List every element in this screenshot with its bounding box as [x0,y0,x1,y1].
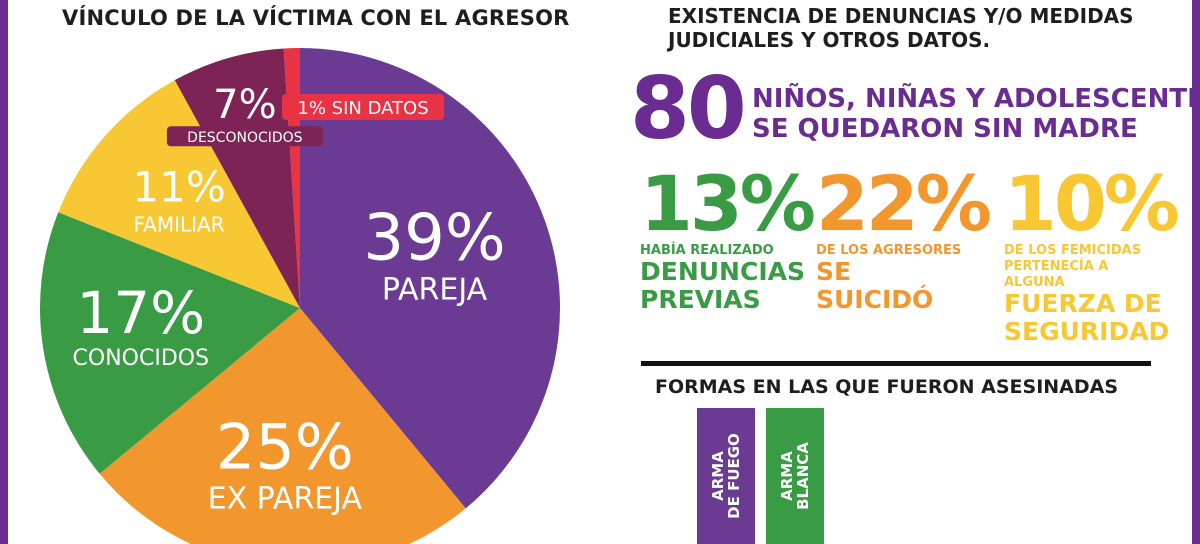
weapon-label: ARMA BLANCA [778,411,812,541]
pie-percent-label: 7% [213,82,276,128]
pie-category-label: PAREJA [382,273,488,308]
stat-percent: 10% [1004,159,1180,248]
pie-label-pill [166,126,323,147]
stat-caption: ALGUNA [1004,275,1065,290]
stat-suicidio: 22% DE LOS AGRESORES SE SUICIDÓ [816,159,992,314]
right-border [1192,0,1200,544]
sin-datos-pill [282,94,444,120]
pie-title: VÍNCULO DE LA VÍCTIMA CON EL AGRESOR [62,6,570,30]
stat-percent: 22% [816,159,992,248]
pie-slice-familiar [58,80,300,308]
pie-slice-desconocidos [174,48,300,308]
stat-emphasis: SEGURIDAD [1004,317,1170,346]
sin-datos-label: 1% SIN DATOS [297,98,428,119]
pie-slice-ex-pareja [99,308,466,544]
pie-category-label: DESCONOCIDOS [187,130,303,146]
weapon-label-line: BLANCA [794,442,812,510]
pie-category-label: CONOCIDOS [73,346,210,371]
weapon-label: ARMA DE FUEGO [709,411,743,541]
stat-caption: PERTENECÍA A [1004,259,1109,274]
stat-emphasis: SUICIDÓ [816,285,934,314]
stat-percent: 13% [640,159,816,248]
pie-category-label: FAMILIAR [134,212,225,236]
section-divider [641,361,1151,366]
stat-caption: DE LOS AGRESORES [816,243,962,258]
existence-title: EXISTENCIA DE DENUNCIAS Y/O MEDIDAS JUDI… [668,4,1134,52]
existence-title-line: EXISTENCIA DE DENUNCIAS Y/O MEDIDAS [668,4,1134,28]
weapon-label-line: ARMA [709,451,727,501]
pie-percent-label: 39% [363,202,505,276]
orphans-text-line: SE QUEDARON SIN MADRE [752,114,1138,144]
stat-emphasis: SE [816,257,852,286]
pie-percent-label: 25% [216,410,354,483]
orphans-text: NIÑOS, NIÑAS Y ADOLESCENTES SE QUEDARON … [752,84,1200,144]
pie-chart: 39%PAREJA 25%EX PAREJA 17%CONOCIDOS 11%FAMI… [40,48,560,544]
left-border [0,0,8,544]
stat-caption: DE LOS FEMICIDAS [1004,243,1142,258]
pie-percent-label: 17% [76,279,205,347]
stat-emphasis: DENUNCIAS [640,257,805,286]
stat-emphasis: FUERZA DE [1004,289,1162,318]
pie-slice-pareja [300,48,560,509]
pie-slice-conocidos [40,212,301,474]
orphans-number: 80 [630,59,747,159]
weapons-title: FORMAS EN LAS QUE FUERON ASESINADAS [655,376,1119,398]
pie-percent-label: 11% [132,162,225,211]
weapon-bar-arma-de-fuego: ARMA DE FUEGO [697,408,755,544]
existence-title-line: JUDICIALES Y OTROS DATOS. [668,28,991,52]
weapon-label-line: ARMA [778,451,796,501]
stat-caption: HABÍA REALIZADO [640,243,774,258]
orphans-text-line: NIÑOS, NIÑAS Y ADOLESCENTES [752,84,1200,114]
stat-fuerza-seguridad: 10% DE LOS FEMICIDAS PERTENECÍA A ALGUNA… [1004,159,1180,346]
stat-denuncias: 13% HABÍA REALIZADO DENUNCIAS PREVIAS [640,159,816,314]
weapon-bar-arma-blanca: ARMA BLANCA [766,408,824,544]
pie-category-label: EX PAREJA [208,481,363,516]
weapon-label-line: DE FUEGO [725,433,743,519]
stat-emphasis: PREVIAS [640,285,761,314]
